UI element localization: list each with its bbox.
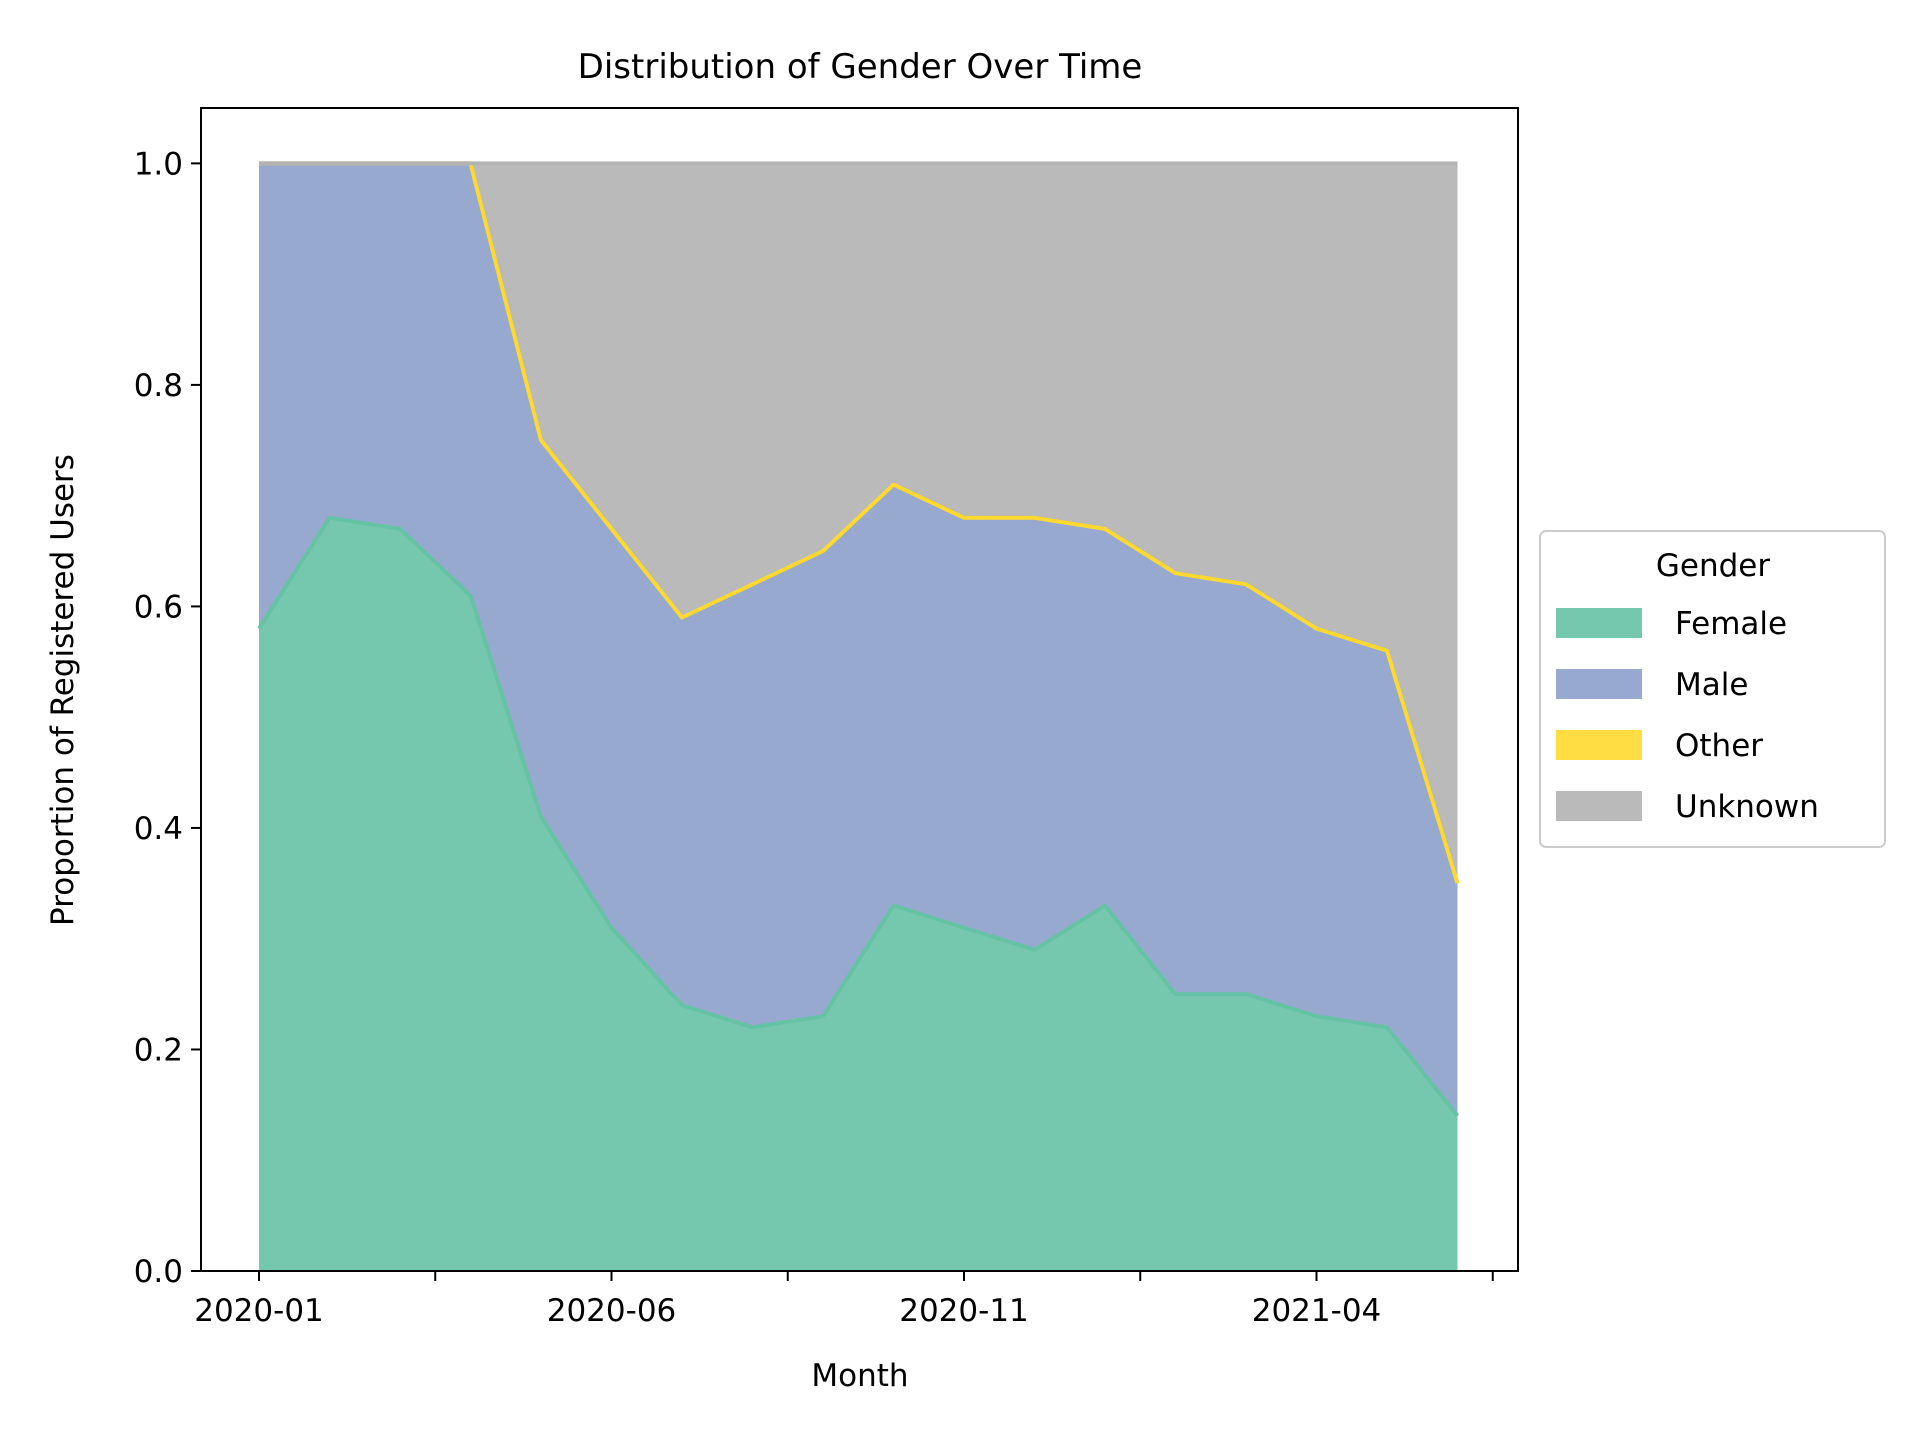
x-tick-label: 2020-01 — [194, 1293, 324, 1329]
y-tick-label: 0.0 — [134, 1254, 183, 1290]
area-male — [259, 163, 1458, 1116]
legend: Gender Female Male Other Unknown — [1539, 530, 1886, 848]
y-axis: 0.0 0.2 0.4 0.6 0.8 1.0 — [134, 146, 201, 1290]
y-tick-label: 0.8 — [134, 368, 183, 404]
legend-swatch-female — [1556, 608, 1642, 638]
y-tick-label: 0.4 — [134, 811, 183, 847]
chart-title: Distribution of Gender Over Time — [578, 47, 1143, 87]
plot-frame — [200, 107, 1519, 1272]
legend-swatch-male — [1556, 669, 1642, 699]
y-tick-label: 0.2 — [134, 1032, 183, 1068]
legend-label-male: Male — [1675, 667, 1748, 703]
legend-label-female: Female — [1675, 606, 1787, 642]
legend-title: Gender — [1656, 548, 1770, 584]
area-layers — [259, 163, 1458, 1271]
legend-items: Female Male Other Unknown — [1556, 606, 1819, 825]
y-axis-label: Proportion of Registered Users — [45, 454, 81, 926]
boundary-lines — [257, 161, 1460, 1118]
legend-label-other: Other — [1675, 728, 1763, 764]
area-female — [259, 517, 1458, 1271]
y-tick-label: 1.0 — [134, 146, 183, 182]
legend-label-unknown: Unknown — [1675, 789, 1819, 825]
y-tick-label: 0.6 — [134, 589, 183, 625]
x-axis-label: Month — [811, 1358, 908, 1394]
x-axis: 2020-01 2020-06 2020-11 2021-04 — [194, 1271, 1494, 1329]
legend-swatch-unknown — [1556, 791, 1642, 821]
area-unknown — [259, 163, 1458, 884]
line-female — [257, 515, 1460, 1118]
legend-swatch-other — [1556, 730, 1642, 760]
x-tick-label: 2020-06 — [547, 1293, 677, 1329]
x-tick-label: 2021-04 — [1252, 1293, 1382, 1329]
x-tick-label: 2020-11 — [899, 1293, 1029, 1329]
